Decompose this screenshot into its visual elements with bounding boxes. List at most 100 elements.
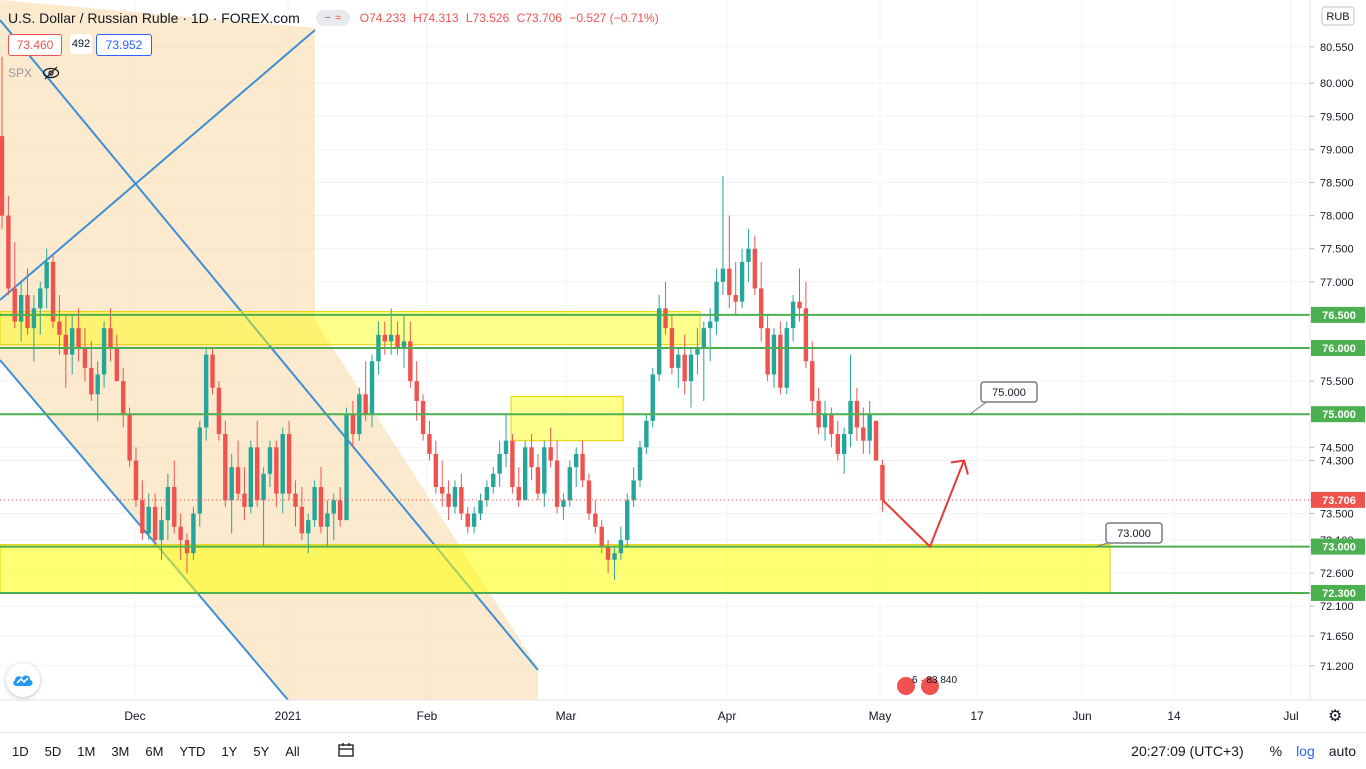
candle-body (69, 328, 75, 355)
candle-body (733, 295, 738, 302)
candle-body (369, 361, 375, 415)
candle-body (299, 506, 305, 534)
candle-body (880, 464, 885, 500)
level-price-label-bg (1311, 406, 1365, 423)
chart-settings-gear-icon[interactable]: ⚙ (1328, 708, 1343, 725)
candle-body (656, 308, 662, 375)
chart-header: U.S. Dollar / Russian Ruble · 1D · FOREX… (8, 6, 663, 30)
percent-scale-toggle[interactable]: % (1269, 743, 1283, 759)
time-tick-label: Jun (1072, 709, 1091, 723)
candle-body (414, 381, 419, 401)
candle-body (395, 334, 400, 348)
timeframe-3m[interactable]: 3M (111, 743, 130, 759)
candle-body (146, 506, 151, 534)
date-range-icon[interactable] (334, 742, 360, 761)
candle-body (720, 268, 726, 282)
close-value: C73.706 (516, 11, 562, 25)
candle-body (491, 473, 496, 488)
eye-hidden-icon[interactable] (42, 66, 60, 80)
candle-body (867, 414, 872, 441)
compare-symbol[interactable]: SPX (8, 66, 33, 80)
auto-scale-toggle[interactable]: auto (1328, 743, 1356, 759)
candle-body (554, 460, 560, 507)
candle-body (127, 414, 132, 461)
candle-body (663, 308, 668, 329)
price-tick-label: 80.550 (1320, 42, 1354, 54)
candle-body (714, 281, 719, 322)
candle-body (191, 513, 196, 554)
candle-body (108, 328, 113, 348)
candle-body (727, 268, 732, 296)
low-value: L73.526 (465, 11, 510, 25)
candle-body (593, 513, 598, 527)
candle-body (503, 440, 509, 454)
time-axis-bg (0, 700, 1366, 732)
open-value: O74.233 (359, 11, 406, 25)
candle-body (599, 526, 604, 547)
candle-body (484, 487, 490, 501)
candle-body (12, 288, 17, 322)
event-flag (921, 677, 939, 695)
price-tick-label: 79.500 (1320, 111, 1354, 123)
level-price-label-bg (1311, 538, 1365, 555)
clock-time[interactable]: 20:27:09 (UTC+3) (1131, 743, 1244, 759)
candle-body (605, 546, 611, 560)
timeframe-5d[interactable]: 5D (44, 743, 62, 759)
candle-body (510, 440, 515, 488)
timeframe-ytd[interactable]: YTD (179, 743, 206, 759)
price-tick-label: 72.100 (1320, 601, 1354, 613)
last-price-label-bg (1311, 491, 1365, 508)
candle-body (803, 308, 809, 362)
candle-body (465, 513, 470, 527)
candle-body (535, 467, 541, 494)
candle-body (580, 453, 585, 481)
time-tick-label: May (869, 709, 892, 723)
buy-price-button[interactable]: 73.952 (96, 34, 152, 56)
time-tick-label: Dec (124, 709, 145, 723)
projection-path (881, 460, 965, 549)
drawing-overlay: 75.000 73.000 6 · 83 840 (0, 313, 1310, 695)
timeframe-1d[interactable]: 1D (12, 743, 29, 759)
candle-body (216, 387, 222, 435)
timeframe-1m[interactable]: 1M (77, 743, 96, 759)
candle-body (752, 248, 758, 289)
candle-body (121, 381, 126, 415)
candle-body (337, 500, 343, 521)
candle-body (82, 348, 88, 368)
candle-body (516, 487, 521, 501)
time-tick-label: 17 (970, 709, 984, 723)
candle-body (57, 321, 62, 335)
event-flag (897, 677, 915, 695)
time-tick-label: 14 (1167, 709, 1181, 723)
level-price-label: 76.000 (1322, 343, 1356, 355)
candle-body (261, 473, 266, 501)
timeframe-5y[interactable]: 5Y (253, 743, 270, 759)
candle-body (44, 261, 49, 289)
log-scale-toggle[interactable]: log (1296, 743, 1315, 759)
tradingview-logo-button[interactable] (6, 663, 40, 697)
candle-body (746, 248, 751, 262)
candle-body (574, 453, 579, 468)
symbol-title[interactable]: U.S. Dollar / Russian Ruble · 1D · FOREX… (8, 10, 300, 26)
candle-body (561, 500, 566, 507)
candle-body (6, 215, 11, 289)
compare-symbol-row: SPX (8, 66, 60, 80)
price-tick-label: 71.650 (1320, 631, 1354, 643)
timeframe-all[interactable]: All (285, 743, 300, 759)
price-tick-label: 77.500 (1320, 244, 1354, 256)
price-tick-label: 71.200 (1320, 661, 1354, 673)
change-value: −0.527 (−0.71%) (569, 11, 659, 25)
spread-value: 492 (70, 34, 92, 54)
candle-body (63, 334, 68, 355)
timeframe-6m[interactable]: 6M (145, 743, 164, 759)
candle-body (427, 434, 432, 454)
candle-body (50, 261, 56, 322)
candle-body (644, 420, 649, 448)
candle-body (459, 487, 464, 514)
market-status-pill[interactable]: − ≈ (315, 10, 350, 26)
candle-body (848, 400, 853, 435)
sell-price-button[interactable]: 73.460 (8, 34, 62, 56)
timeframe-1y[interactable]: 1Y (221, 743, 238, 759)
candle-body (312, 487, 317, 521)
